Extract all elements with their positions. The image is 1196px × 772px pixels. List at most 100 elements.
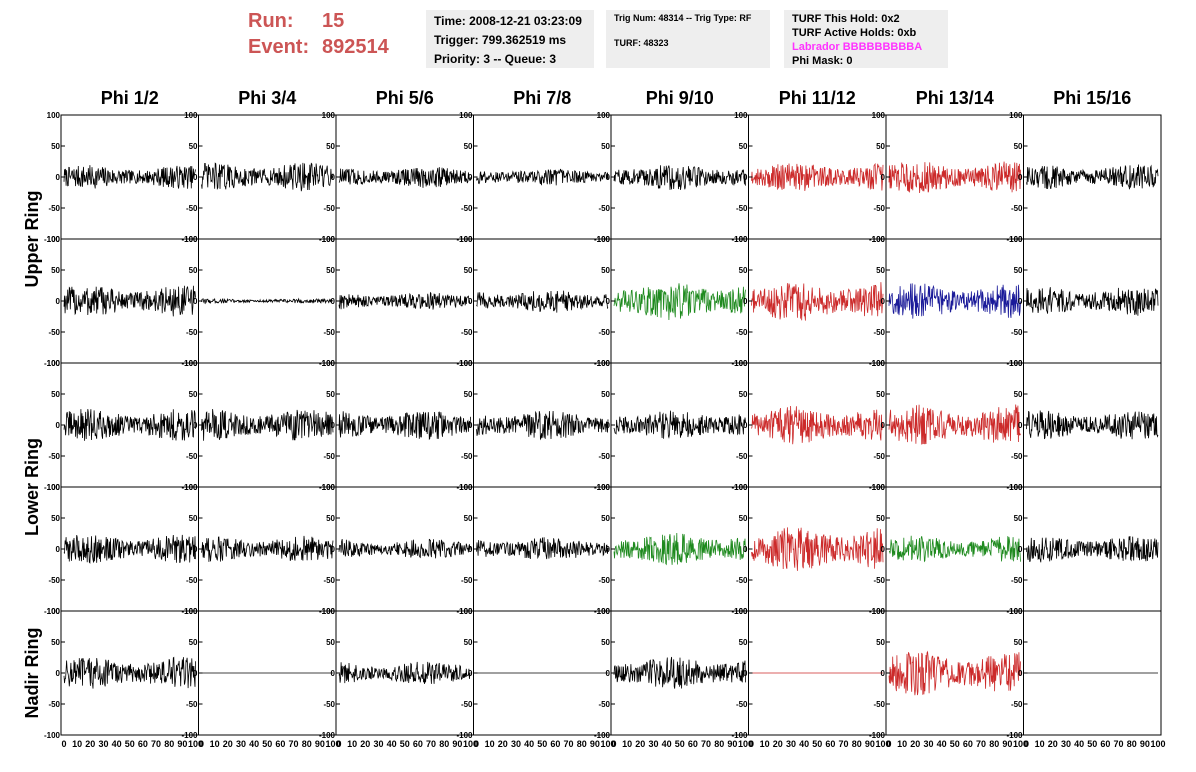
- y-tick-label: 0: [743, 421, 748, 430]
- y-tick-label: -50: [1011, 576, 1023, 585]
- y-tick-label: 50: [876, 638, 885, 647]
- y-tick-label: 100: [872, 607, 886, 616]
- y-tick-label: 50: [189, 142, 198, 151]
- x-tick-label: 0: [474, 739, 479, 749]
- x-tick-label: 50: [400, 739, 410, 749]
- x-tick-label: 0: [749, 739, 754, 749]
- column-header: Phi 3/4: [238, 88, 296, 108]
- waveform-trace: [613, 532, 746, 566]
- column-header: Phi 13/14: [916, 88, 994, 108]
- y-tick-label: 50: [1014, 142, 1023, 151]
- waveform-trace: [476, 537, 609, 560]
- waveform-trace: [63, 165, 196, 189]
- y-tick-label: 100: [459, 111, 473, 120]
- y-tick-label: 50: [1014, 514, 1023, 523]
- time-info-box: Time: 2008-12-21 03:23:09 Trigger: 799.3…: [426, 10, 594, 68]
- column-header: Phi 5/6: [376, 88, 434, 108]
- y-tick-label: -50: [736, 700, 748, 709]
- x-tick-label: 50: [950, 739, 960, 749]
- y-tick-label: 0: [881, 421, 886, 430]
- waveform-trace: [888, 404, 1021, 445]
- x-tick-label: 70: [839, 739, 849, 749]
- y-tick-label: 50: [739, 390, 748, 399]
- y-tick-label: -100: [594, 731, 611, 740]
- x-tick-label: 10: [760, 739, 770, 749]
- waveform-trace: [476, 168, 609, 186]
- y-tick-label: 50: [326, 390, 335, 399]
- y-tick-label: 100: [184, 483, 198, 492]
- x-tick-label: 70: [289, 739, 299, 749]
- x-tick-label: 90: [452, 739, 462, 749]
- x-tick-label: 90: [590, 739, 600, 749]
- x-tick-label: 60: [413, 739, 423, 749]
- y-tick-label: 100: [872, 483, 886, 492]
- y-tick-label: 50: [326, 638, 335, 647]
- y-tick-label: 0: [56, 545, 61, 554]
- y-tick-label: 100: [734, 483, 748, 492]
- y-tick-label: 0: [193, 173, 198, 182]
- x-tick-label: 50: [537, 739, 547, 749]
- y-tick-label: 100: [184, 607, 198, 616]
- x-tick-label: 20: [910, 739, 920, 749]
- y-tick-label: 0: [193, 669, 198, 678]
- x-tick-label: 0: [336, 739, 341, 749]
- y-tick-label: -100: [181, 731, 198, 740]
- y-tick-label: 0: [56, 421, 61, 430]
- y-tick-label: 100: [597, 111, 611, 120]
- x-tick-label: 60: [963, 739, 973, 749]
- run-row: Run: 15: [248, 8, 418, 34]
- waveform-trace: [1026, 164, 1159, 190]
- y-tick-label: 0: [743, 297, 748, 306]
- y-tick-label: -100: [731, 731, 748, 740]
- waveform-trace: [751, 282, 884, 321]
- waveform-trace: [338, 538, 471, 559]
- y-tick-label: 100: [322, 359, 336, 368]
- x-tick-label: 0: [886, 739, 891, 749]
- y-tick-label: 50: [1014, 390, 1023, 399]
- x-tick-label: 60: [688, 739, 698, 749]
- waveform-trace: [338, 167, 471, 188]
- x-tick-label: 80: [577, 739, 587, 749]
- x-tick-label: 70: [701, 739, 711, 749]
- y-tick-label: 100: [459, 235, 473, 244]
- x-tick-label: 70: [151, 739, 161, 749]
- x-tick-label: 90: [177, 739, 187, 749]
- y-tick-label: 0: [193, 545, 198, 554]
- y-tick-label: 100: [597, 359, 611, 368]
- waveform-trace: [751, 162, 884, 191]
- y-tick-label: 100: [597, 235, 611, 244]
- x-tick-label: 30: [1061, 739, 1071, 749]
- y-tick-label: -50: [1011, 452, 1023, 461]
- x-tick-label: 30: [373, 739, 383, 749]
- x-tick-label: 40: [799, 739, 809, 749]
- waveform-trace: [1026, 287, 1159, 316]
- x-tick-label: 80: [164, 739, 174, 749]
- waveform-trace: [476, 290, 609, 313]
- y-tick-label: 50: [876, 266, 885, 275]
- event-label: Event:: [248, 36, 310, 58]
- y-tick-label: -50: [48, 452, 60, 461]
- y-tick-label: -50: [461, 328, 473, 337]
- event-row: Event: 892514: [248, 34, 418, 60]
- waveform-trace: [201, 162, 334, 192]
- waveform-trace: [751, 527, 884, 571]
- y-tick-label: 50: [464, 142, 473, 151]
- y-tick-label: 0: [331, 421, 336, 430]
- x-tick-label: 20: [773, 739, 783, 749]
- x-tick-label: 70: [564, 739, 574, 749]
- waveform-trace: [613, 165, 746, 190]
- y-tick-label: 50: [51, 390, 60, 399]
- y-tick-label: 0: [193, 421, 198, 430]
- y-tick-label: -100: [1006, 731, 1023, 740]
- x-tick-label: 80: [852, 739, 862, 749]
- waveform-trace: [889, 535, 1021, 563]
- y-tick-label: 0: [193, 297, 198, 306]
- y-tick-label: 100: [47, 359, 61, 368]
- y-tick-label: 50: [876, 390, 885, 399]
- waveform-trace: [338, 291, 471, 310]
- y-tick-label: 50: [739, 266, 748, 275]
- y-tick-label: -50: [186, 452, 198, 461]
- y-tick-label: 50: [51, 638, 60, 647]
- y-tick-label: -50: [186, 328, 198, 337]
- y-tick-label: 0: [743, 669, 748, 678]
